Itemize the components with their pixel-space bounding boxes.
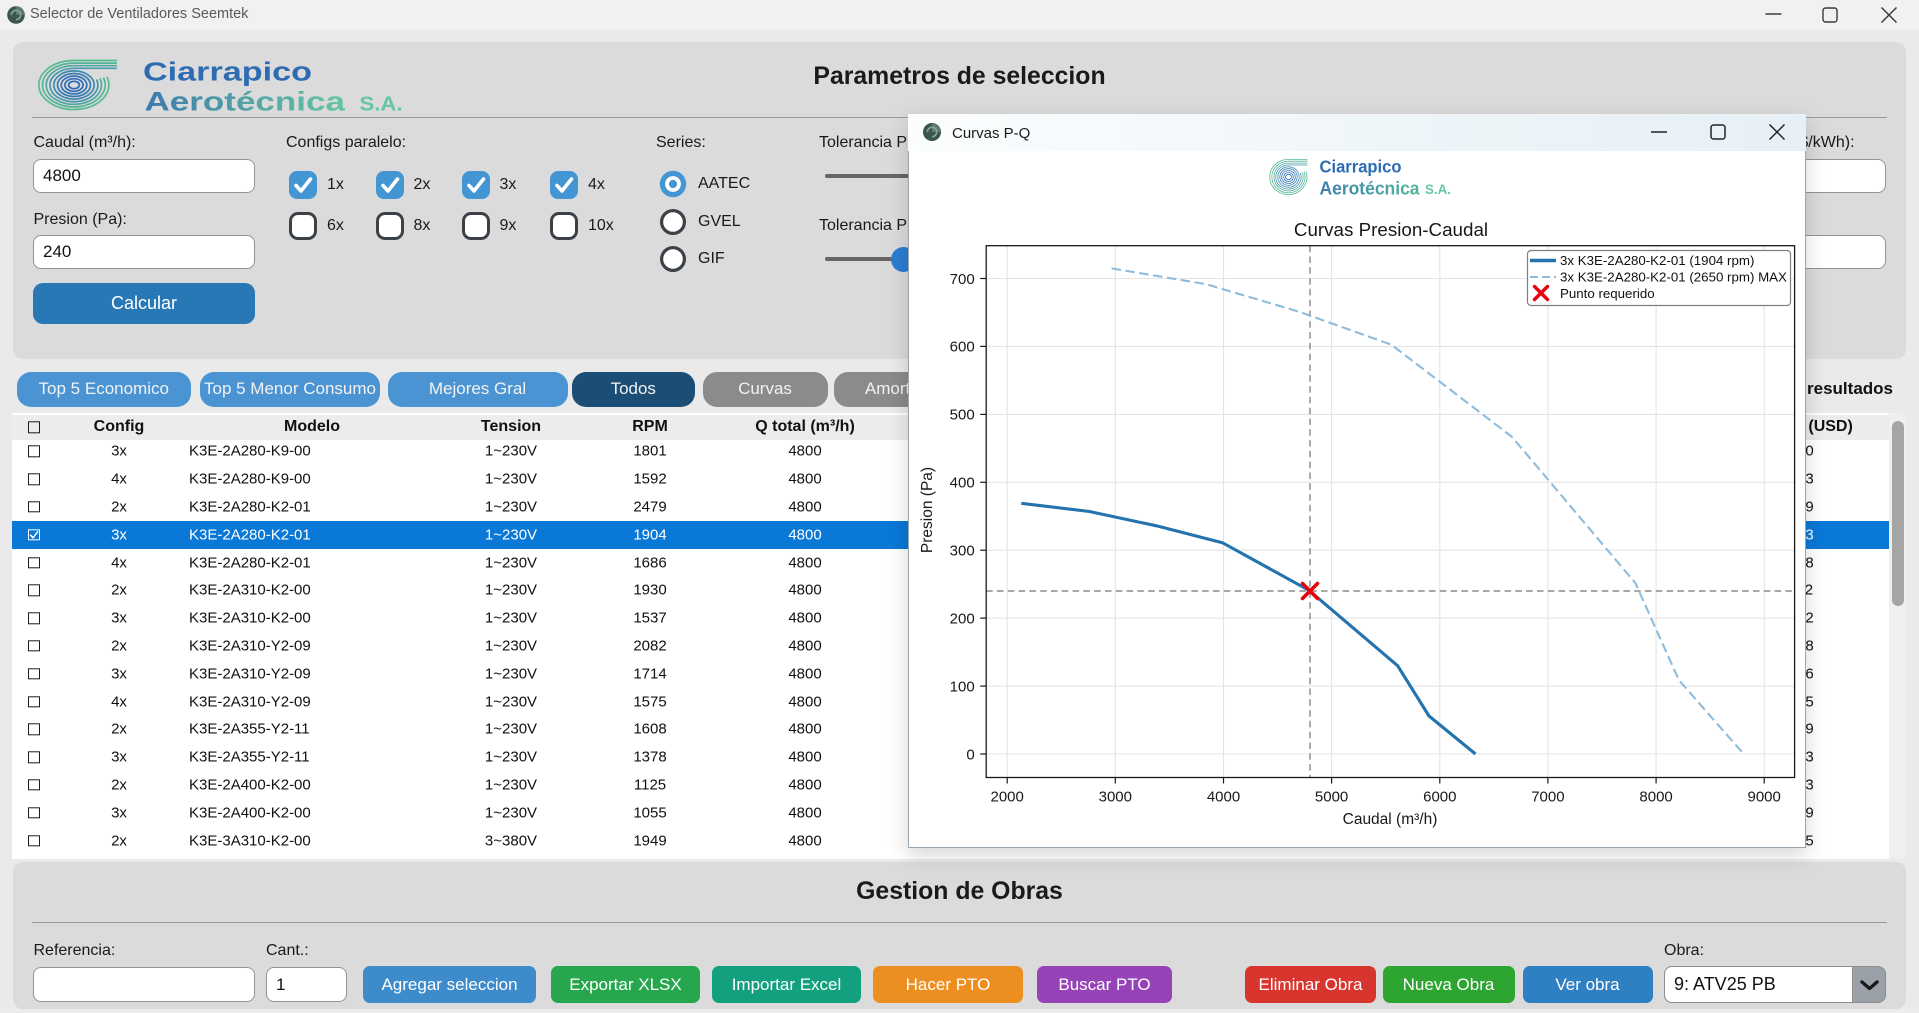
svg-text:7000: 7000	[1531, 788, 1564, 805]
svg-text:4000: 4000	[1207, 788, 1240, 805]
svg-text:500: 500	[950, 407, 975, 424]
svg-text:Aerotécnica: Aerotécnica	[145, 86, 347, 116]
svg-text:Curvas Presion-Caudal: Curvas Presion-Caudal	[1294, 219, 1488, 240]
svg-text:3x K3E-2A280-K2-01 (1904 rpm): 3x K3E-2A280-K2-01 (1904 rpm)	[1560, 253, 1754, 268]
svg-text:Ciarrapico: Ciarrapico	[1320, 157, 1402, 177]
svg-text:3000: 3000	[1099, 788, 1132, 805]
svg-text:200: 200	[950, 610, 975, 627]
svg-text:Aerotécnica: Aerotécnica	[1320, 177, 1421, 198]
svg-text:8000: 8000	[1639, 788, 1672, 805]
svg-text:Punto requerido: Punto requerido	[1560, 286, 1655, 301]
svg-text:6000: 6000	[1423, 788, 1456, 805]
svg-text:Presion (Pa): Presion (Pa)	[919, 467, 936, 553]
svg-text:S.A.: S.A.	[360, 93, 403, 115]
svg-text:5000: 5000	[1315, 788, 1348, 805]
svg-text:400: 400	[950, 475, 975, 492]
svg-text:700: 700	[950, 271, 975, 288]
svg-text:S.A.: S.A.	[1425, 182, 1451, 197]
svg-text:300: 300	[950, 543, 975, 560]
svg-text:3x K3E-2A280-K2-01 (2650 rpm): 3x K3E-2A280-K2-01 (2650 rpm) MAX	[1560, 270, 1787, 285]
svg-text:100: 100	[950, 678, 975, 695]
svg-text:600: 600	[950, 339, 975, 356]
svg-text:Ciarrapico: Ciarrapico	[143, 59, 312, 87]
svg-text:0: 0	[966, 746, 974, 763]
svg-text:9000: 9000	[1748, 788, 1781, 805]
svg-text:2000: 2000	[991, 788, 1024, 805]
svg-text:Caudal (m³/h): Caudal (m³/h)	[1343, 811, 1438, 828]
svg-text:Curvas P-Q: Curvas P-Q	[952, 125, 1030, 142]
